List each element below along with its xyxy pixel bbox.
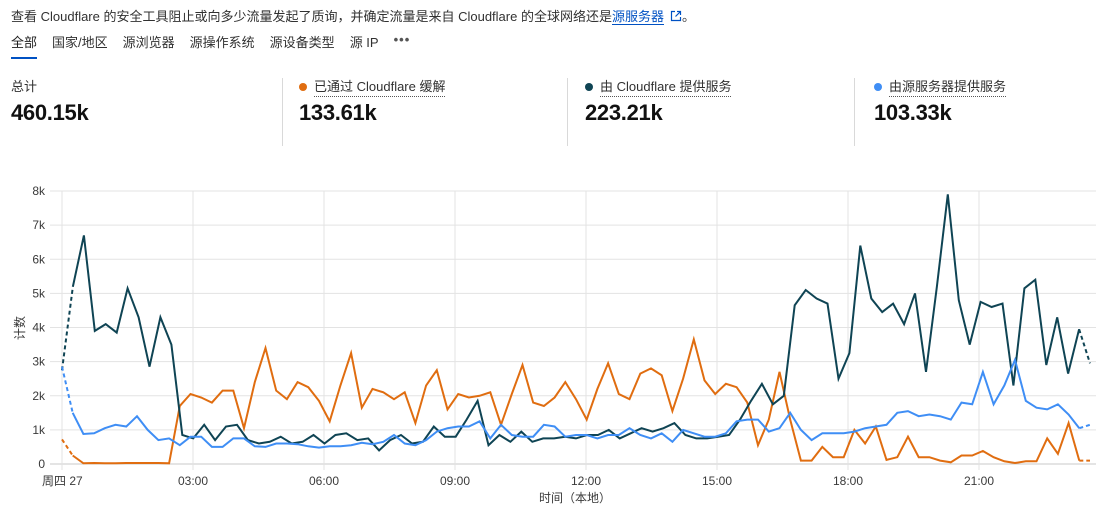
stat-total: 总计 460.15k <box>0 68 285 140</box>
traffic-line-chart[interactable]: 0 1k 2k 3k 4k 5k 6k 7k 8k 周四 27 03:00 06:00 09:00 12:… <box>0 175 1120 508</box>
origin-server-link[interactable]: 源服务器 <box>611 9 664 25</box>
series-line-1[interactable] <box>61 194 1091 452</box>
tab-1[interactable]: 国家/地区 <box>52 35 108 50</box>
stat-cloudflare-served-label[interactable]: 由 Cloudflare 提供服务 <box>600 76 732 97</box>
x-tick-label: 06:00 <box>309 474 339 488</box>
stat-mitigated-label[interactable]: 已通过 Cloudflare 缓解 <box>314 76 446 97</box>
stat-divider <box>567 78 568 146</box>
tab-0[interactable]: 全部 <box>11 32 38 59</box>
stat-origin-served: 由源服务器提供服务 103.33k <box>857 68 1120 140</box>
tab-3[interactable]: 源操作系统 <box>189 35 255 50</box>
y-tick-label: 1k <box>32 423 46 437</box>
y-tick-label: 0 <box>38 457 45 471</box>
external-link-icon[interactable] <box>670 10 682 22</box>
y-axis-title: 计数 <box>12 316 27 340</box>
stat-mitigated: 已通过 Cloudflare 缓解 133.61k <box>285 68 570 140</box>
filter-tabs: 全部 国家/地区 源浏览器 源操作系统 源设备类型源 IP ••• <box>11 32 425 59</box>
chart-canvas[interactable]: 0 1k 2k 3k 4k 5k 6k 7k 8k 周四 27 03:00 06:00 09:00 12:… <box>0 175 1120 508</box>
mitigated-legend-dot <box>299 82 307 91</box>
y-tick-label: 2k <box>32 389 46 403</box>
x-tick-label: 15:00 <box>702 474 732 488</box>
y-tick-label: 6k <box>32 252 46 266</box>
x-tick-label: 09:00 <box>440 474 470 488</box>
origin-served-legend-dot <box>874 82 882 91</box>
tab-2[interactable]: 源浏览器 <box>122 35 175 50</box>
series-line-2[interactable] <box>61 356 1091 449</box>
x-tick-label: 18:00 <box>833 474 863 488</box>
stat-origin-served-value: 103.33k <box>874 100 952 125</box>
x-axis-title: 时间（本地） <box>539 491 611 505</box>
description-suffix: 。 <box>681 9 695 24</box>
x-tick-label: 12:00 <box>571 474 601 488</box>
x-tick-label: 周四 27 <box>42 474 83 488</box>
description-text: 查看 Cloudflare 的安全工具阻止或向多少流量发起了质询，并确定流量是来… <box>11 9 612 24</box>
tab-4[interactable]: 源设备类型 <box>269 35 335 50</box>
series-line-0[interactable] <box>61 335 1090 465</box>
y-tick-label: 8k <box>32 184 46 198</box>
x-tick-label: 03:00 <box>178 474 208 488</box>
stat-total-value: 460.15k <box>11 100 89 125</box>
y-tick-label: 4k <box>32 321 46 335</box>
more-tabs-button[interactable]: ••• <box>393 32 411 47</box>
stat-total-label: 总计 <box>11 79 38 94</box>
cloudflare-served-legend-dot <box>585 82 593 91</box>
stat-divider <box>282 78 283 146</box>
y-tick-label: 7k <box>32 218 46 232</box>
stat-divider <box>854 78 855 146</box>
y-tick-label: 5k <box>32 286 46 300</box>
stat-origin-served-label[interactable]: 由源服务器提供服务 <box>889 76 1007 97</box>
tab-5[interactable]: 源 IP <box>349 35 379 50</box>
page-description: 查看 Cloudflare 的安全工具阻止或向多少流量发起了质询，并确定流量是来… <box>11 6 695 25</box>
stat-mitigated-value: 133.61k <box>299 100 377 125</box>
x-tick-label: 21:00 <box>964 474 994 488</box>
stat-cloudflare-served-value: 223.21k <box>585 100 663 125</box>
stats-row: 总计 460.15k 已通过 Cloudflare 缓解 133.61k 由 C… <box>0 68 1120 146</box>
y-tick-label: 3k <box>32 355 46 369</box>
stat-cloudflare-served: 由 Cloudflare 提供服务 223.21k <box>570 68 857 140</box>
